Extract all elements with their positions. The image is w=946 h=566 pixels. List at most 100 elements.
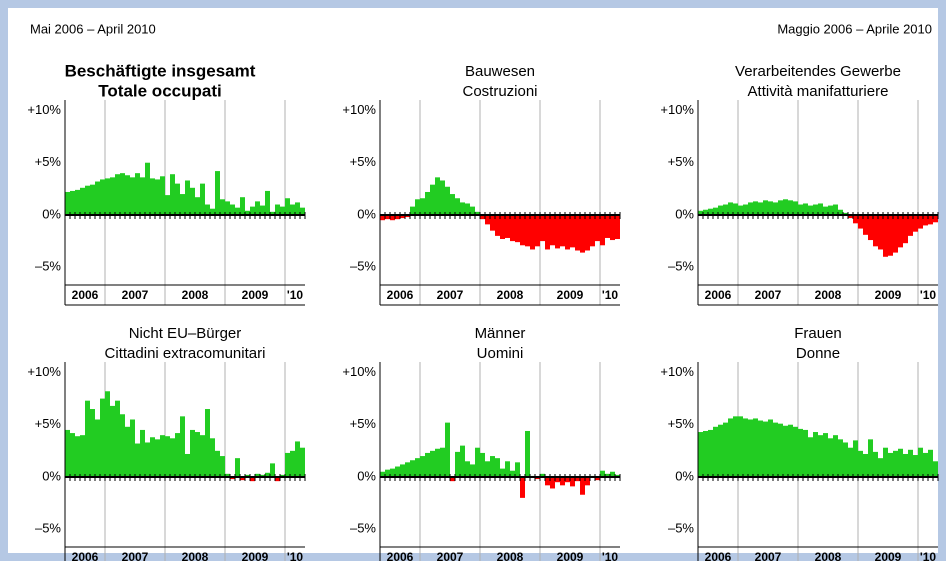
bar xyxy=(145,162,150,215)
bar xyxy=(615,474,620,477)
x-tick-label: 2008 xyxy=(182,288,209,302)
bar xyxy=(225,201,230,215)
bar xyxy=(475,211,480,215)
bar xyxy=(853,214,858,224)
bar xyxy=(525,430,530,477)
bar xyxy=(580,476,585,495)
bar xyxy=(600,214,605,246)
bar xyxy=(70,190,75,215)
bar xyxy=(485,214,490,225)
bar xyxy=(773,202,778,215)
bar xyxy=(195,432,200,477)
header-right: Maggio 2006 – Aprile 2010 xyxy=(777,21,932,36)
bar xyxy=(748,419,753,477)
bar xyxy=(135,173,140,215)
bar xyxy=(585,214,590,251)
y-tick-label: +5% xyxy=(668,416,695,431)
bar xyxy=(818,435,823,477)
y-tick-label: –5% xyxy=(350,259,376,274)
bar xyxy=(550,214,555,246)
bar xyxy=(718,205,723,215)
bar xyxy=(585,476,590,486)
bar xyxy=(170,438,175,477)
bar xyxy=(718,424,723,477)
bar xyxy=(490,456,495,477)
bar xyxy=(928,449,933,477)
bar xyxy=(878,214,883,250)
bar xyxy=(753,418,758,477)
bar xyxy=(743,418,748,477)
bar xyxy=(155,439,160,477)
bar xyxy=(265,190,270,215)
bar xyxy=(813,204,818,215)
x-tick-label: 2007 xyxy=(437,550,464,561)
bar xyxy=(65,429,70,477)
bar xyxy=(793,426,798,477)
bar xyxy=(913,214,918,232)
bar xyxy=(798,428,803,477)
bar xyxy=(185,180,190,215)
bar xyxy=(853,440,858,477)
bar xyxy=(65,191,70,215)
bar xyxy=(425,452,430,477)
bar xyxy=(115,174,120,215)
y-tick-label: –5% xyxy=(668,259,694,274)
bar xyxy=(595,476,600,481)
bar xyxy=(570,476,575,487)
bar xyxy=(803,429,808,477)
bar xyxy=(520,214,525,246)
x-tick-label: 2009 xyxy=(242,550,269,561)
bar xyxy=(858,450,863,477)
bar xyxy=(395,466,400,477)
bar xyxy=(195,197,200,215)
x-tick-label: '10 xyxy=(920,288,937,302)
y-tick-label: +5% xyxy=(350,154,377,169)
chart-title: Nicht EU–Bürger xyxy=(129,325,242,342)
bar xyxy=(723,422,728,477)
bar xyxy=(918,214,923,229)
bar xyxy=(295,441,300,477)
bar xyxy=(783,425,788,477)
bar xyxy=(220,199,225,215)
bar xyxy=(848,447,853,477)
bar xyxy=(560,214,565,247)
bar xyxy=(430,450,435,477)
bar xyxy=(465,203,470,215)
bar xyxy=(798,204,803,215)
bar xyxy=(540,214,545,242)
bar xyxy=(210,438,215,477)
x-tick-label: '10 xyxy=(920,550,937,561)
bar xyxy=(90,184,95,215)
bar xyxy=(903,214,908,244)
bar xyxy=(933,461,938,477)
bar xyxy=(873,214,878,247)
x-tick-label: 2006 xyxy=(72,550,99,561)
bar xyxy=(170,174,175,215)
bar xyxy=(610,214,615,241)
bar xyxy=(505,214,510,238)
x-tick-label: 2006 xyxy=(387,288,414,302)
bar xyxy=(395,214,400,220)
bar xyxy=(175,433,180,477)
chart-subtitle: Cittadini extracomunitari xyxy=(105,345,266,362)
bar xyxy=(605,473,610,477)
bar xyxy=(180,194,185,215)
bar xyxy=(778,200,783,215)
bar xyxy=(808,205,813,215)
y-tick-label: +5% xyxy=(35,154,62,169)
bar xyxy=(540,473,545,477)
header-left: Mai 2006 – April 2010 xyxy=(30,21,156,36)
bar xyxy=(80,435,85,477)
y-tick-label: –5% xyxy=(35,259,61,274)
bar xyxy=(300,207,305,215)
bar xyxy=(605,214,610,238)
bar xyxy=(450,476,455,482)
bar xyxy=(285,452,290,477)
bar xyxy=(868,214,873,241)
chart-title: Bauwesen xyxy=(465,63,535,80)
bar xyxy=(435,177,440,215)
bar xyxy=(615,214,620,240)
bar xyxy=(440,447,445,477)
bar xyxy=(465,461,470,477)
bar xyxy=(100,179,105,215)
